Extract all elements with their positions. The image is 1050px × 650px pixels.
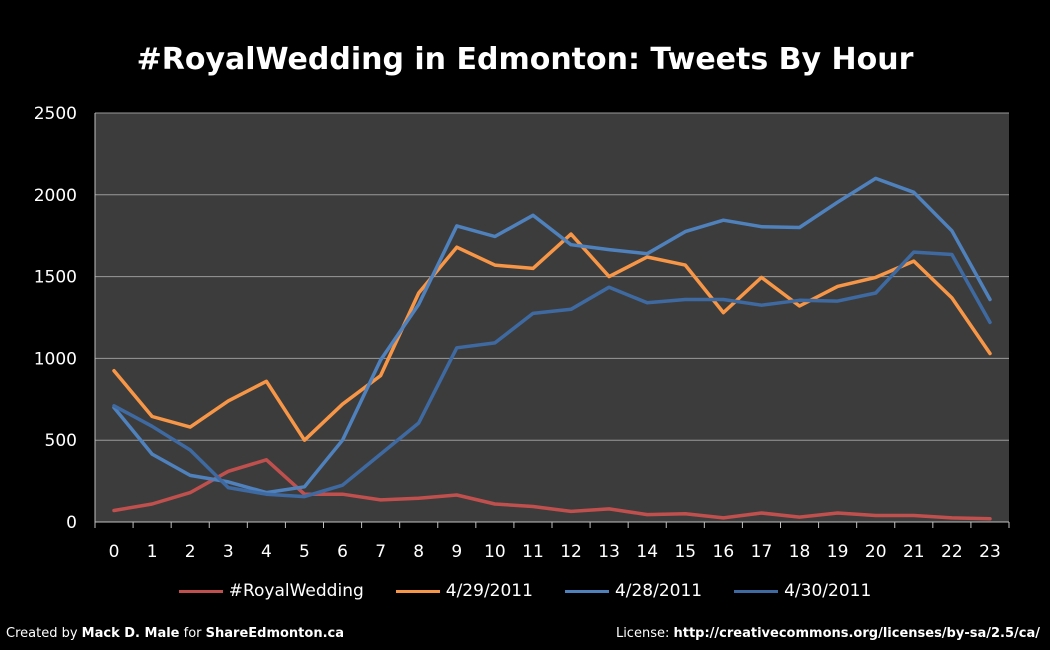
site-name: ShareEdmonton.ca	[205, 626, 344, 641]
legend-swatch	[395, 589, 440, 593]
license-url: http://creativecommons.org/licenses/by-s…	[673, 626, 1040, 641]
x-tick-label: 23	[979, 542, 1001, 562]
legend-item: #RoyalWedding	[178, 581, 364, 601]
legend-item: 4/30/2011	[734, 581, 871, 601]
series-line	[112, 458, 992, 521]
legend-label: 4/30/2011	[784, 581, 872, 601]
x-tick-label: 6	[337, 542, 348, 562]
legend-swatch	[734, 589, 779, 593]
x-tick-label: 16	[713, 542, 735, 562]
x-tick-label: 0	[109, 542, 120, 562]
legend-item: 4/29/2011	[395, 581, 533, 601]
x-tick-label: 17	[751, 542, 773, 562]
x-tick-label: 19	[827, 542, 849, 562]
x-tick-label: 15	[674, 542, 696, 562]
legend-label: 4/29/2011	[445, 581, 533, 601]
x-tick-label: 9	[451, 542, 462, 562]
x-tick-label: 12	[560, 542, 582, 562]
license-text: License: http://creativecommons.org/lice…	[615, 626, 1040, 641]
legend-swatch	[178, 589, 223, 593]
x-tick-label: 3	[223, 542, 234, 562]
x-tick-label: 4	[261, 542, 272, 562]
x-tick-label: 10	[484, 542, 506, 562]
author-name: Mack D. Male	[81, 626, 180, 641]
legend: #RoyalWedding 4/29/2011 4/28/2011 4/30/2011	[0, 581, 1050, 601]
x-tick-label: 21	[903, 542, 925, 562]
y-tick-label: 2500	[34, 104, 77, 124]
y-tick-label: 0	[66, 513, 77, 533]
x-tick-label: 8	[413, 542, 424, 562]
credit-text: Created by Mack D. Male for ShareEdmonto…	[6, 626, 344, 641]
y-tick-label: 500	[45, 431, 77, 451]
x-tick-label: 14	[636, 542, 658, 562]
x-tick-label: 13	[598, 542, 620, 562]
plot-area	[95, 113, 1009, 522]
x-tick-label: 2	[185, 542, 196, 562]
legend-label: #RoyalWedding	[228, 581, 364, 601]
x-tick-label: 11	[522, 542, 544, 562]
series-line	[112, 232, 992, 442]
series-line	[112, 176, 992, 495]
series-line	[112, 250, 992, 499]
legend-label: 4/28/2011	[614, 581, 703, 601]
chart-title: #RoyalWedding in Edmonton: Tweets By Hou…	[136, 42, 914, 77]
x-tick-label: 7	[375, 542, 386, 562]
y-tick-label: 1000	[34, 349, 77, 369]
x-tick-label: 18	[789, 542, 811, 562]
x-tick-label: 1	[147, 542, 158, 562]
y-tick-label: 1500	[34, 268, 77, 288]
y-tick-label: 2000	[34, 186, 77, 206]
x-tick-label: 5	[299, 542, 310, 562]
legend-item: 4/28/2011	[564, 581, 703, 601]
legend-swatch	[564, 589, 609, 593]
x-tick-label: 22	[941, 542, 963, 562]
x-tick-label: 20	[865, 542, 887, 562]
